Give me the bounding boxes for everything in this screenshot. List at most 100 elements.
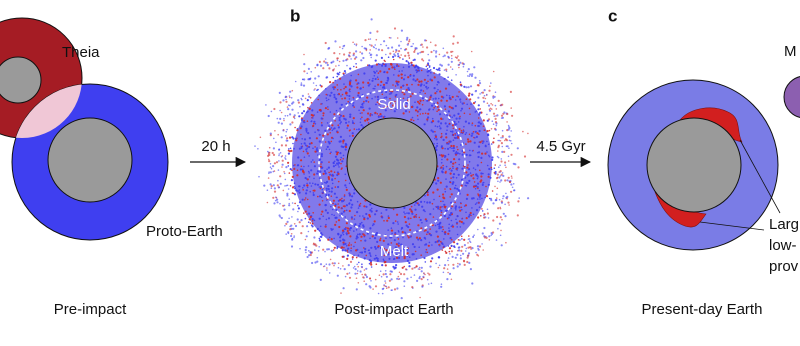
particle [431,104,434,107]
particle [454,133,456,135]
particle [437,97,440,100]
particle [327,47,330,50]
particle [319,165,322,168]
particle [477,228,479,231]
particle [348,276,352,279]
particle [470,174,473,177]
particle [367,122,370,124]
particle [370,255,372,257]
particle [393,110,396,113]
particle [330,195,333,197]
particle [443,203,446,206]
particle [346,254,349,257]
particle [375,209,378,212]
particle [469,113,471,115]
particle [471,93,474,96]
particle [444,264,447,267]
particle [458,117,461,120]
particle [301,198,304,201]
particle [323,170,326,173]
particle [347,232,350,235]
particle [492,112,496,115]
particle [494,128,497,131]
particle [411,243,415,246]
particle [510,114,514,117]
particle [500,160,503,163]
particle [445,132,448,135]
particle [485,195,489,198]
particle [446,125,449,128]
particle [407,236,410,239]
particle [316,147,318,149]
particle [427,86,430,89]
particle [472,102,476,105]
particle [447,245,450,247]
particle [358,109,360,112]
particle [436,223,439,226]
particle [461,218,463,220]
particle [331,208,334,211]
particle [293,147,295,150]
particle [467,122,471,125]
particle [277,121,280,124]
particle [306,145,309,147]
particle [445,99,448,102]
particle [401,73,403,76]
particle [321,233,324,236]
particle [292,227,295,230]
particle [333,96,336,99]
particle [508,147,510,149]
particle [268,172,270,175]
particle [313,120,316,123]
particle [328,171,330,174]
particle [448,105,451,108]
core [346,117,438,209]
particle [446,129,448,131]
particle [273,162,276,165]
particle [320,124,323,127]
particle [395,256,399,259]
particle [466,166,469,169]
particle [436,90,438,93]
particle [478,80,481,82]
particle [440,122,443,125]
particle [279,152,282,154]
particle [411,45,413,48]
particle [287,152,290,155]
particle [459,209,462,212]
particle [363,218,366,221]
particle [417,224,420,227]
particle [482,249,485,251]
particle [498,222,501,225]
particle [339,158,342,161]
particle [465,197,468,200]
particle [390,37,392,39]
particle [344,216,347,218]
particle [397,230,400,232]
particle [481,208,483,210]
particle [504,164,506,166]
particle [363,72,366,75]
particle [325,193,328,196]
particle [483,94,486,97]
particle [318,195,322,198]
particle [326,180,329,183]
particle [450,212,453,215]
particle [459,226,462,228]
particle [341,255,344,258]
particle [444,205,447,208]
particle [485,185,487,188]
particle [468,179,471,182]
particle [502,197,504,200]
particle [435,52,437,54]
particle [259,136,262,139]
particle [381,216,384,219]
particle [284,178,287,181]
particle [281,166,283,168]
particle [352,41,354,44]
particle [291,175,294,178]
particle [311,222,314,225]
particle [488,239,491,241]
particle [351,203,354,206]
particle [357,207,360,209]
